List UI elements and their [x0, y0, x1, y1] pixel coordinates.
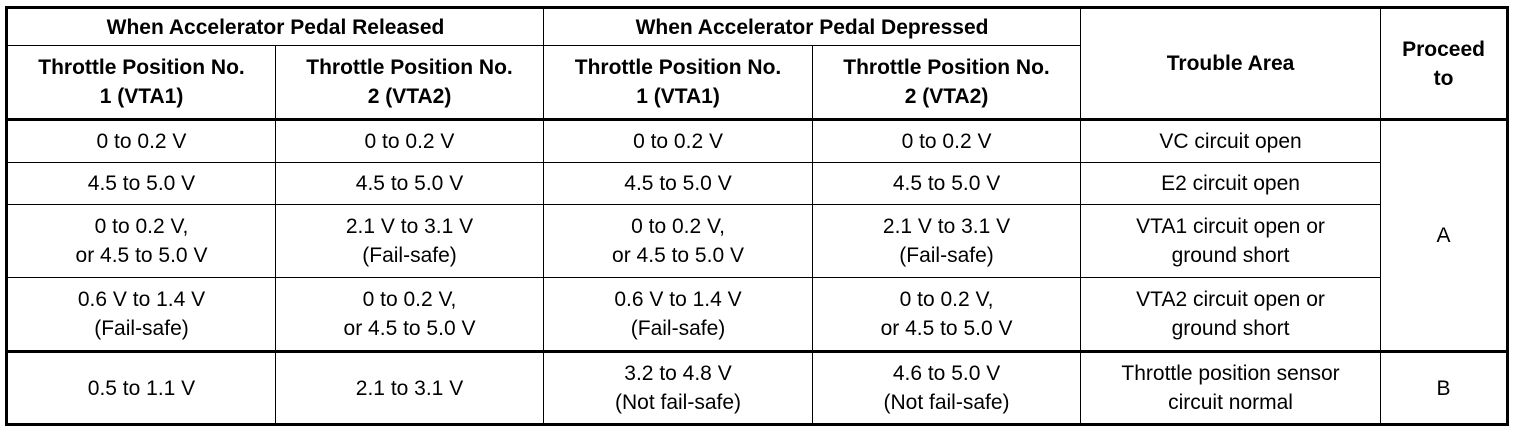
cell-released-vta2: 2.1 to 3.1 V: [274, 350, 545, 425]
header-depressed: When Accelerator Pedal Depressed: [543, 7, 1082, 46]
header-released-vta1: Throttle Position No. 1 (VTA1): [6, 45, 276, 121]
cell-depressed-vta1: 0.6 V to 1.4 V (Fail-safe): [543, 277, 814, 352]
cell-trouble-area: VTA2 circuit open or ground short: [1080, 277, 1382, 352]
table-row: 4.5 to 5.0 V 4.5 to 5.0 V 4.5 to 5.0 V 4…: [6, 162, 1508, 205]
cell-depressed-vta2: 2.1 V to 3.1 V (Fail-safe): [812, 204, 1082, 278]
cell-trouble-area: VC circuit open: [1080, 119, 1382, 163]
cell-released-vta1: 0.5 to 1.1 V: [6, 350, 276, 425]
cell-released-vta1: 4.5 to 5.0 V: [6, 162, 276, 205]
cell-released-vta2: 0 to 0.2 V: [274, 119, 545, 163]
cell-depressed-vta1: 0 to 0.2 V, or 4.5 to 5.0 V: [543, 204, 814, 278]
cell-released-vta1: 0.6 V to 1.4 V (Fail-safe): [6, 277, 276, 352]
cell-released-vta1: 0 to 0.2 V, or 4.5 to 5.0 V: [6, 204, 276, 278]
table-row: 0 to 0.2 V 0 to 0.2 V 0 to 0.2 V 0 to 0.…: [6, 119, 1509, 352]
table-row: 0.5 to 1.1 V 2.1 to 3.1 V 3.2 to 4.8 V (…: [6, 350, 1509, 425]
header-depressed-vta1: Throttle Position No. 1 (VTA1): [543, 45, 814, 121]
cell-depressed-vta2: 0 to 0.2 V: [812, 119, 1082, 163]
cell-released-vta1: 0 to 0.2 V: [6, 119, 276, 163]
header-released: When Accelerator Pedal Released: [5, 7, 545, 46]
header-trouble-area: Trouble Area: [1080, 7, 1382, 121]
cell-trouble-area: Throttle position sensor circuit normal: [1080, 350, 1382, 425]
cell-depressed-vta1: 0 to 0.2 V: [543, 119, 814, 163]
table-row: 0.6 V to 1.4 V (Fail-safe) 0 to 0.2 V, o…: [6, 277, 1508, 352]
cell-depressed-vta2: 4.6 to 5.0 V (Not fail-safe): [812, 350, 1082, 425]
cell-released-vta2: 0 to 0.2 V, or 4.5 to 5.0 V: [274, 277, 545, 352]
cell-trouble-area: E2 circuit open: [1080, 162, 1382, 205]
cell-depressed-vta1: 3.2 to 4.8 V (Not fail-safe): [543, 350, 814, 425]
table-row: 0 to 0.2 V, or 4.5 to 5.0 V 2.1 V to 3.1…: [6, 204, 1508, 278]
cell-depressed-vta2: 0 to 0.2 V, or 4.5 to 5.0 V: [812, 277, 1082, 352]
header-depressed-vta2: Throttle Position No. 2 (VTA2): [812, 45, 1082, 121]
diagnostic-table: When Accelerator Pedal Released When Acc…: [5, 6, 1510, 426]
cell-proceed-b: B: [1380, 350, 1509, 425]
cell-proceed-a: A: [1380, 119, 1509, 352]
cell-depressed-vta1: 4.5 to 5.0 V: [543, 162, 814, 205]
cell-depressed-vta2: 4.5 to 5.0 V: [812, 162, 1082, 205]
cell-released-vta2: 4.5 to 5.0 V: [274, 162, 545, 205]
header-released-vta2: Throttle Position No. 2 (VTA2): [274, 45, 545, 121]
header-proceed-to: Proceed to: [1380, 7, 1509, 121]
cell-released-vta2: 2.1 V to 3.1 V (Fail-safe): [274, 204, 545, 278]
cell-trouble-area: VTA1 circuit open or ground short: [1080, 204, 1382, 278]
